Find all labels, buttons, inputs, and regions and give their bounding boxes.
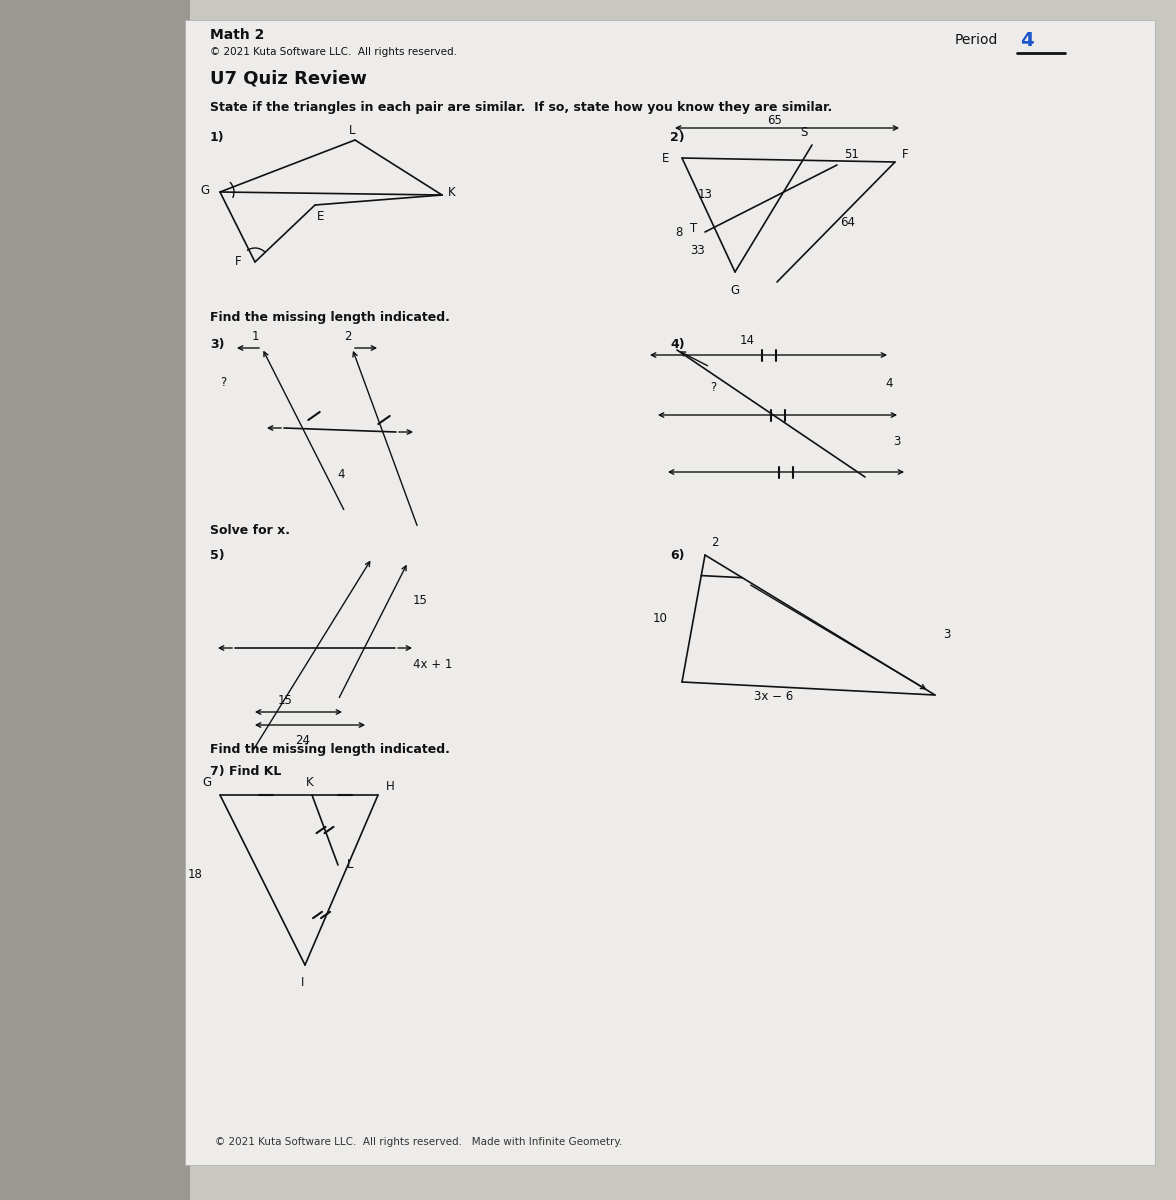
- Text: K: K: [448, 186, 455, 199]
- Text: 2): 2): [670, 132, 684, 144]
- Text: 7) Find KL: 7) Find KL: [211, 766, 281, 779]
- Text: L: L: [349, 124, 355, 137]
- Text: S: S: [800, 126, 808, 139]
- Text: Math 2: Math 2: [211, 28, 265, 42]
- Text: 14: 14: [740, 335, 755, 348]
- Text: Find the missing length indicated.: Find the missing length indicated.: [211, 312, 450, 324]
- Text: F: F: [902, 149, 909, 162]
- Text: U7 Quiz Review: U7 Quiz Review: [211, 68, 367, 86]
- Text: ?: ?: [710, 380, 716, 394]
- Text: 65: 65: [768, 114, 782, 126]
- Text: ?: ?: [220, 377, 226, 390]
- Text: 3: 3: [893, 436, 901, 448]
- Text: 4: 4: [1020, 30, 1034, 49]
- Text: G: G: [730, 283, 740, 296]
- Text: Period: Period: [955, 32, 998, 47]
- Text: 2: 2: [345, 330, 352, 342]
- Text: 3: 3: [943, 628, 950, 641]
- Text: 4: 4: [886, 377, 893, 390]
- Text: 5): 5): [211, 548, 225, 562]
- Text: Find the missing length indicated.: Find the missing length indicated.: [211, 744, 450, 756]
- Text: 64: 64: [840, 216, 855, 228]
- Text: I: I: [301, 977, 305, 990]
- Text: F: F: [235, 256, 241, 269]
- Text: 4x + 1: 4x + 1: [413, 658, 453, 671]
- Text: K: K: [306, 776, 314, 790]
- Text: © 2021 Kuta Software LLC.  All rights reserved.   Made with Infinite Geometry.: © 2021 Kuta Software LLC. All rights res…: [215, 1138, 622, 1147]
- Text: L: L: [347, 858, 354, 871]
- Text: 4): 4): [670, 338, 684, 352]
- Text: 51: 51: [844, 149, 858, 162]
- Text: 10: 10: [653, 612, 668, 625]
- Text: 1): 1): [211, 132, 225, 144]
- FancyBboxPatch shape: [185, 20, 1155, 1165]
- Text: 8: 8: [675, 226, 682, 239]
- Text: G: G: [202, 776, 212, 790]
- Text: 13: 13: [699, 188, 713, 202]
- Text: 15: 15: [278, 694, 293, 707]
- Text: 15: 15: [413, 594, 428, 606]
- Text: G: G: [200, 184, 209, 197]
- Text: 3x − 6: 3x − 6: [754, 690, 793, 702]
- Text: Solve for x.: Solve for x.: [211, 523, 290, 536]
- Text: 4: 4: [338, 468, 345, 481]
- Text: E: E: [318, 210, 325, 223]
- FancyBboxPatch shape: [0, 0, 191, 1200]
- Text: 6): 6): [670, 548, 684, 562]
- Text: H: H: [386, 780, 395, 793]
- Text: T: T: [690, 222, 697, 234]
- Text: E: E: [662, 151, 669, 164]
- Text: 18: 18: [188, 869, 203, 882]
- Text: 1: 1: [252, 330, 260, 342]
- Text: 33: 33: [690, 244, 704, 257]
- Text: State if the triangles in each pair are similar.  If so, state how you know they: State if the triangles in each pair are …: [211, 102, 833, 114]
- Text: 2: 2: [711, 536, 719, 550]
- Text: © 2021 Kuta Software LLC.  All rights reserved.: © 2021 Kuta Software LLC. All rights res…: [211, 47, 457, 56]
- Text: 3): 3): [211, 338, 225, 352]
- Text: 24: 24: [295, 733, 310, 746]
